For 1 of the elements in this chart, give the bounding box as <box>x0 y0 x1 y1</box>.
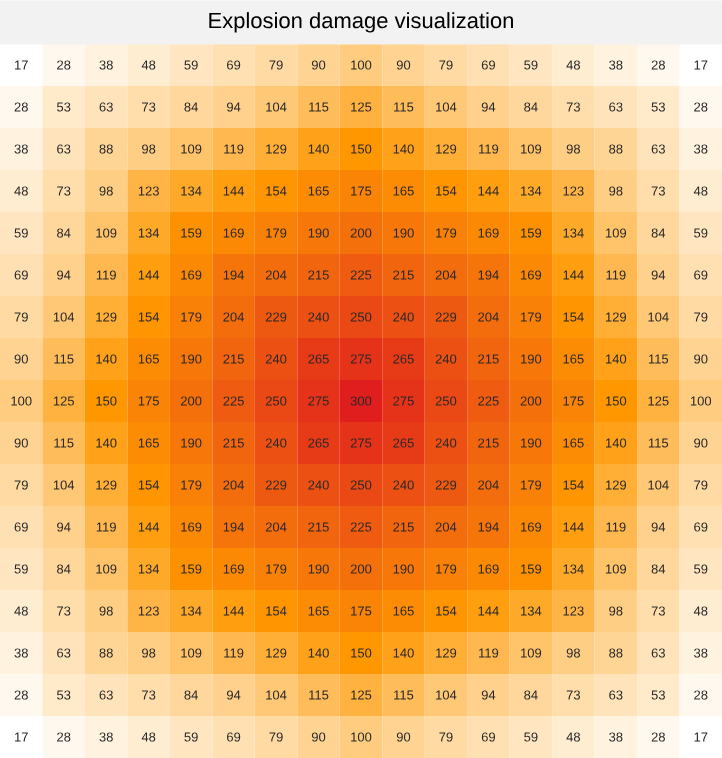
chart-title: Explosion damage visualization <box>209 12 513 33</box>
